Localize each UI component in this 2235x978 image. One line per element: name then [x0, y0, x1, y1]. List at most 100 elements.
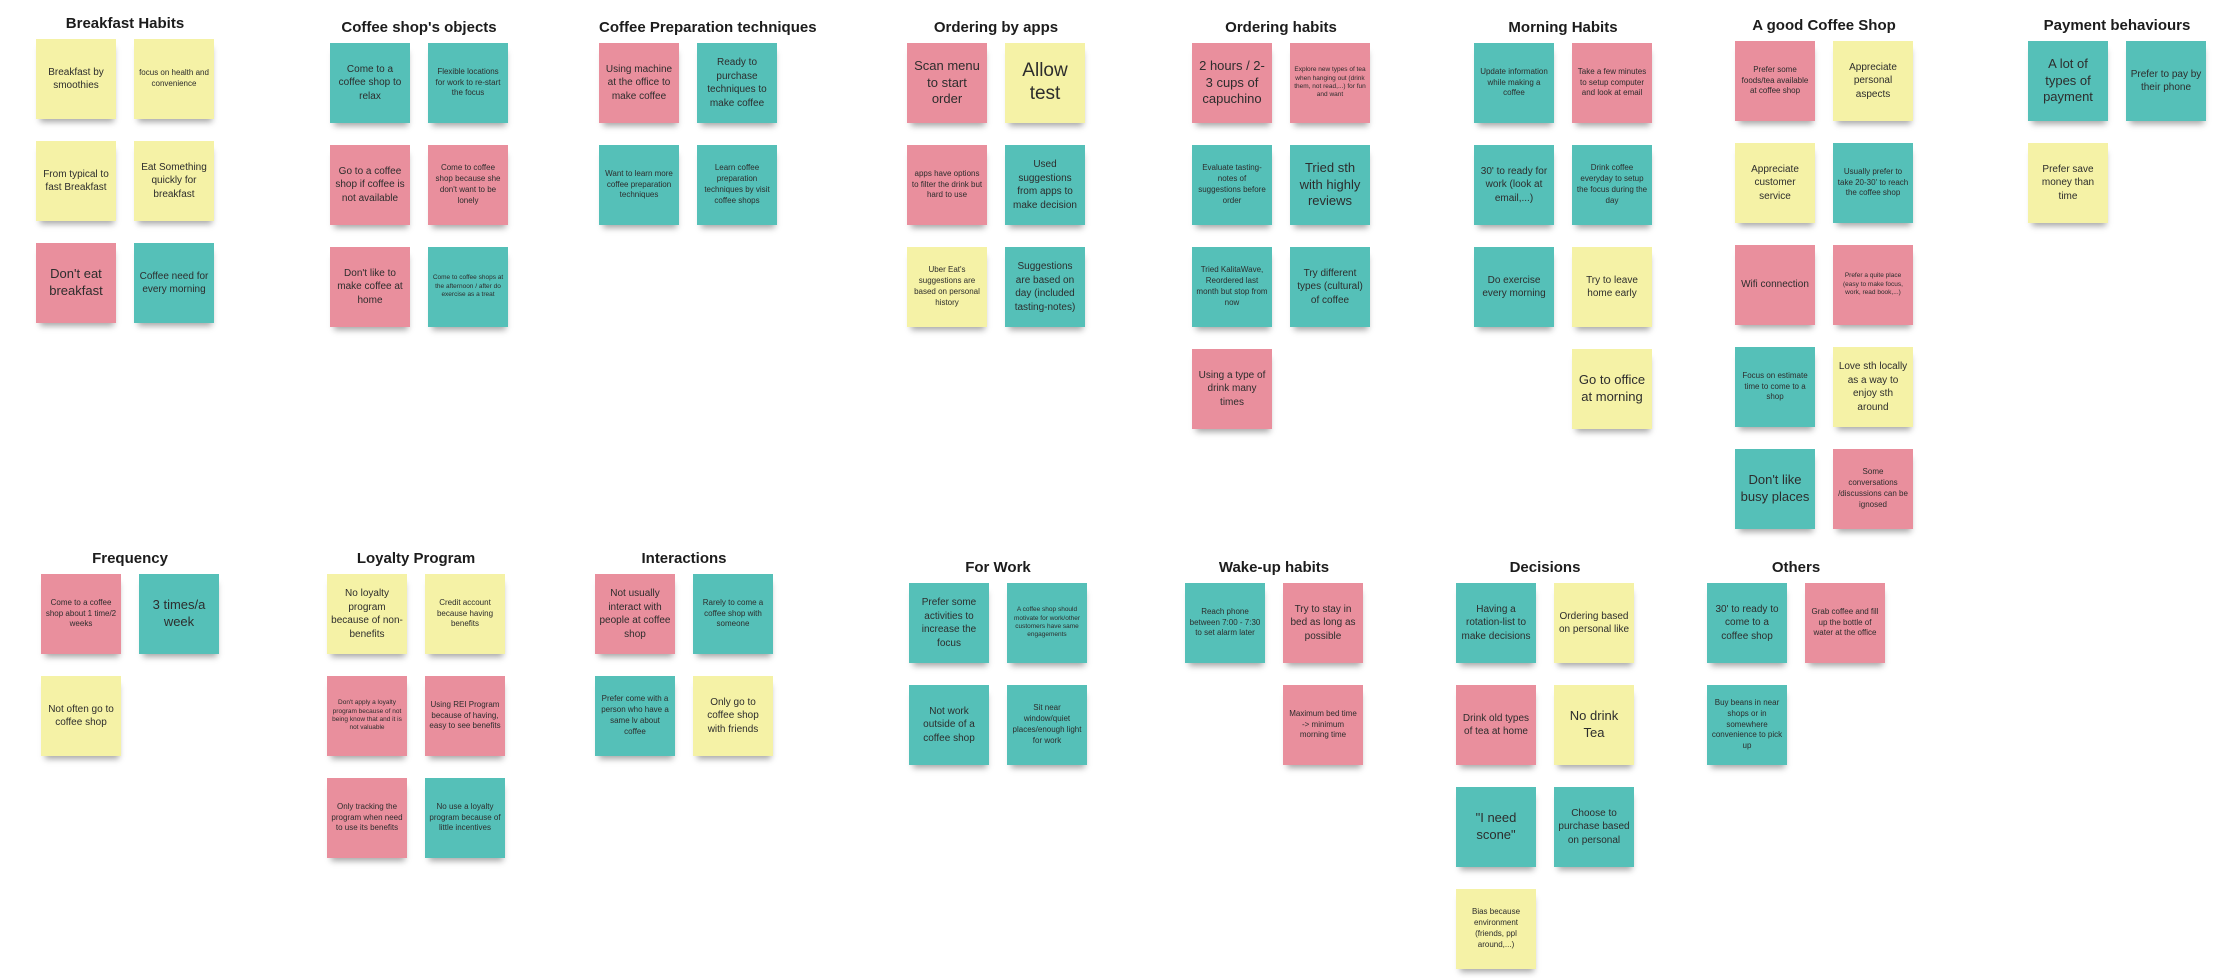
sticky-note[interactable]: No use a loyalty program because of litt… — [425, 778, 505, 858]
sticky-note[interactable]: Do exercise every morning — [1474, 247, 1554, 327]
sticky-note[interactable]: Tried sth with highly reviews — [1290, 145, 1370, 225]
sticky-note[interactable]: Explore new types of tea when hanging ou… — [1290, 43, 1370, 123]
sticky-note[interactable]: Choose to purchase based on personal — [1554, 787, 1634, 867]
sticky-note[interactable]: No loyalty program because of non-benefi… — [327, 574, 407, 654]
group-title[interactable]: Loyalty Program — [356, 550, 476, 567]
sticky-note[interactable]: Come to coffee shop because she don't wa… — [428, 145, 508, 225]
sticky-note[interactable]: Come to coffee shops at the afternoon / … — [428, 247, 508, 327]
group-ordering-habits: Ordering habits 2 hours / 2-3 cups of cap… — [1192, 20, 1370, 429]
sticky-note[interactable]: Flexible locations for work to re-start … — [428, 43, 508, 123]
sticky-note-text: Scan menu to start order — [914, 57, 980, 107]
sticky-note-text: Having a rotation-list to make decisions — [1461, 603, 1531, 642]
group-title[interactable]: Ordering by apps — [933, 19, 1059, 36]
group-title[interactable]: Breakfast Habits — [65, 15, 185, 32]
group-title[interactable]: Decisions — [1509, 559, 1581, 576]
sticky-note[interactable]: Love sth locally as a way to enjoy sth a… — [1833, 347, 1913, 427]
sticky-note[interactable]: Don't eat breakfast — [36, 243, 116, 323]
sticky-note[interactable]: 3 times/a week — [139, 574, 219, 654]
sticky-note-text: No drink Tea — [1569, 708, 1619, 740]
sticky-note[interactable]: Reach phone between 7:00 - 7:30 to set a… — [1185, 583, 1265, 663]
notes-grid: No loyalty program because of non-benefi… — [327, 574, 505, 858]
sticky-note[interactable]: Appreciate customer service — [1735, 143, 1815, 223]
sticky-note[interactable]: Used suggestions from apps to make decis… — [1005, 145, 1085, 225]
sticky-note[interactable]: Having a rotation-list to make decisions — [1456, 583, 1536, 663]
sticky-note[interactable]: Ordering based on personal like — [1554, 583, 1634, 663]
sticky-note[interactable]: Coffee need for every morning — [134, 243, 214, 323]
sticky-note[interactable]: Rarely to come a coffee shop with someon… — [693, 574, 773, 654]
group-title[interactable]: Coffee shop's objects — [341, 19, 497, 36]
sticky-note[interactable]: Focus on estimate time to come to a shop — [1735, 347, 1815, 427]
sticky-note[interactable]: Prefer a quite place (easy to make focus… — [1833, 245, 1913, 325]
sticky-note[interactable]: Want to learn more coffee preparation te… — [599, 145, 679, 225]
sticky-note[interactable]: Prefer come with a person who have a sam… — [595, 676, 675, 756]
sticky-note[interactable]: Drink old types of tea at home — [1456, 685, 1536, 765]
sticky-note[interactable]: 30' to ready for work (look at email,...… — [1474, 145, 1554, 225]
sticky-note[interactable]: Wifi connection — [1735, 245, 1815, 325]
sticky-note[interactable]: Go to a coffee shop if coffee is not ava… — [330, 145, 410, 225]
sticky-note-text: Prefer to pay by their phone — [2130, 68, 2202, 94]
sticky-note[interactable]: apps have options to filter the drink bu… — [907, 145, 987, 225]
sticky-note[interactable]: 2 hours / 2-3 cups of capuchino — [1192, 43, 1272, 123]
sticky-note[interactable]: Come to a coffee shop about 1 time/2 wee… — [41, 574, 121, 654]
sticky-note[interactable]: Don't apply a loyalty program because of… — [327, 676, 407, 756]
sticky-note[interactable]: focus on health and convenience — [134, 39, 214, 119]
sticky-note[interactable]: Drink coffee everyday to setup the focus… — [1572, 145, 1652, 225]
sticky-note[interactable]: From typical to fast Breakfast — [36, 141, 116, 221]
sticky-note[interactable]: Usually prefer to take 20-30' to reach t… — [1833, 143, 1913, 223]
sticky-note[interactable]: Using a type of drink many times — [1192, 349, 1272, 429]
sticky-note[interactable]: "I need scone" — [1456, 787, 1536, 867]
sticky-note[interactable]: A coffee shop should motivate for work/o… — [1007, 583, 1087, 663]
sticky-note[interactable]: Learn coffee preparation techniques by v… — [697, 145, 777, 225]
sticky-note[interactable]: Prefer some activities to increase the f… — [909, 583, 989, 663]
group-title[interactable]: A good Coffee Shop — [1752, 17, 1896, 34]
sticky-note[interactable]: Grab coffee and fill up the bottle of wa… — [1805, 583, 1885, 663]
sticky-note[interactable]: Don't like to make coffee at home — [330, 247, 410, 327]
group-title[interactable]: Morning Habits — [1508, 19, 1618, 36]
sticky-note[interactable]: Using machine at the office to make coff… — [599, 43, 679, 123]
sticky-note[interactable]: Uber Eat's suggestions are based on pers… — [907, 247, 987, 327]
sticky-note[interactable]: Not work outside of a coffee shop — [909, 685, 989, 765]
group-title[interactable]: Payment behaviours — [2043, 17, 2191, 34]
sticky-note[interactable]: A lot of types of payment — [2028, 41, 2108, 121]
sticky-note[interactable]: Allow test — [1005, 43, 1085, 123]
sticky-note[interactable]: Don't like busy places — [1735, 449, 1815, 529]
sticky-note[interactable]: Buy beans in near shops or in somewhere … — [1707, 685, 1787, 765]
sticky-note[interactable]: Update information while making a coffee — [1474, 43, 1554, 123]
sticky-note[interactable]: Only go to coffee shop with friends — [693, 676, 773, 756]
sticky-note[interactable]: Not usually interact with people at coff… — [595, 574, 675, 654]
sticky-note[interactable]: Tried KalitaWave, Reordered last month b… — [1192, 247, 1272, 327]
sticky-note[interactable]: Ready to purchase techniques to make cof… — [697, 43, 777, 123]
sticky-note[interactable]: Go to office at morning — [1572, 349, 1652, 429]
sticky-note[interactable]: Sit near window/quiet places/enough ligh… — [1007, 685, 1087, 765]
sticky-note[interactable]: Bias because environment (friends, ppl a… — [1456, 889, 1536, 969]
sticky-note[interactable]: Take a few minutes to setup computer and… — [1572, 43, 1652, 123]
sticky-note[interactable]: Prefer some foods/tea available at coffe… — [1735, 41, 1815, 121]
sticky-note[interactable]: Prefer to pay by their phone — [2126, 41, 2206, 121]
group-title[interactable]: For Work — [965, 559, 1031, 576]
sticky-note[interactable]: Evaluate tasting-notes of suggestions be… — [1192, 145, 1272, 225]
sticky-note[interactable]: Try different types (cultural) of coffee — [1290, 247, 1370, 327]
group-title[interactable]: Coffee Preparation techniques — [599, 19, 817, 36]
group-title[interactable]: Interactions — [641, 550, 727, 567]
sticky-note[interactable]: Appreciate personal aspects — [1833, 41, 1913, 121]
group-title[interactable]: Wake-up habits — [1218, 559, 1330, 576]
sticky-note[interactable]: Credit account because having benefits — [425, 574, 505, 654]
sticky-note[interactable]: Not often go to coffee shop — [41, 676, 121, 756]
sticky-note[interactable]: No drink Tea — [1554, 685, 1634, 765]
sticky-note[interactable]: Maximum bed time -> minimum morning time — [1283, 685, 1363, 765]
sticky-note[interactable]: Using REI Program because of having, eas… — [425, 676, 505, 756]
sticky-note[interactable]: Scan menu to start order — [907, 43, 987, 123]
group-title[interactable]: Ordering habits — [1225, 19, 1337, 36]
group-title[interactable]: Others — [1771, 559, 1821, 576]
sticky-note[interactable]: Try to leave home early — [1572, 247, 1652, 327]
sticky-note[interactable]: Only tracking the program when need to u… — [327, 778, 407, 858]
sticky-note[interactable]: Eat Something quickly for breakfast — [134, 141, 214, 221]
sticky-note[interactable]: Breakfast by smoothies — [36, 39, 116, 119]
group-title[interactable]: Frequency — [92, 550, 168, 567]
sticky-note[interactable]: Some conversations /discussions can be i… — [1833, 449, 1913, 529]
sticky-note[interactable]: Suggestions are based on day (included t… — [1005, 247, 1085, 327]
sticky-note[interactable]: 30' to ready to come to a coffee shop — [1707, 583, 1787, 663]
sticky-note[interactable]: Come to a coffee shop to relax — [330, 43, 410, 123]
sticky-note[interactable]: Prefer save money than time — [2028, 143, 2108, 223]
sticky-note[interactable]: Try to stay in bed as long as possible — [1283, 583, 1363, 663]
